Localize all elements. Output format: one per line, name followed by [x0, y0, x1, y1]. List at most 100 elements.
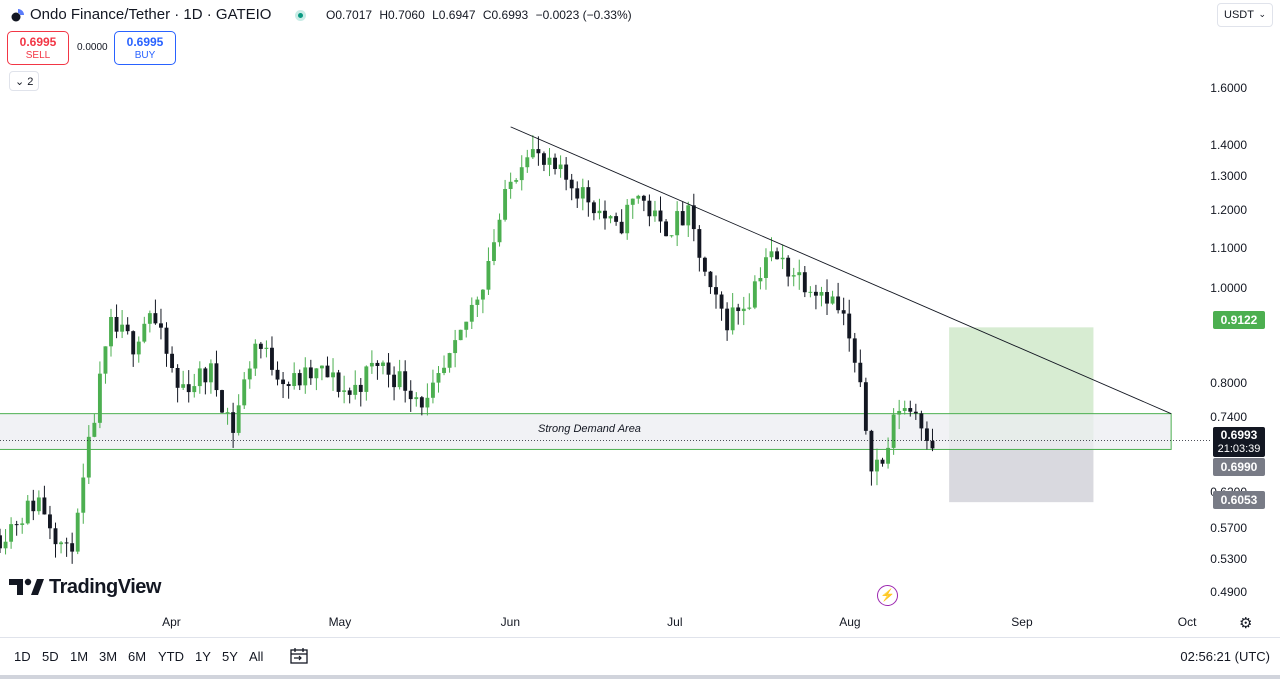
candle-body [281, 379, 286, 385]
close-price-tag: 0.6990 [1213, 458, 1265, 476]
buy-button[interactable]: 0.6995 BUY [114, 31, 176, 65]
bottom-toolbar: 1D 5D 1M 3M 6M YTD 1Y 5Y All 02:56:21 (U… [0, 637, 1280, 679]
candle-body [64, 542, 69, 544]
candle-body [930, 440, 935, 449]
symbol-title[interactable]: Ondo Finance/Tether · 1D · GATEIO [30, 6, 272, 23]
candle-body [42, 497, 47, 515]
range-1d-button[interactable]: 1D [14, 649, 31, 664]
candle-body [453, 340, 458, 354]
range-1y-button[interactable]: 1Y [195, 649, 211, 664]
tradingview-logo-icon [9, 578, 44, 595]
candle-body [869, 430, 874, 472]
indicators-count: 2 [27, 76, 34, 88]
last-price-value: 0.6993 [1220, 428, 1258, 442]
resistance-trendline [510, 126, 1172, 415]
time-axis-label: Aug [839, 615, 861, 629]
candle-body [109, 316, 113, 347]
range-all-button[interactable]: All [249, 649, 264, 664]
candle-body [553, 157, 557, 170]
candle-body [780, 257, 785, 260]
candle-body [381, 362, 385, 366]
indicators-toggle-button[interactable]: ⌄ 2 [9, 71, 39, 91]
range-1m-button[interactable]: 1M [70, 649, 89, 664]
price-chart[interactable] [0, 0, 1280, 637]
candle-body [164, 327, 169, 354]
candle-body [508, 181, 513, 189]
candle-body [70, 543, 75, 552]
calendar-range-icon[interactable] [289, 646, 309, 666]
range-ytd-button[interactable]: YTD [158, 649, 184, 664]
candle-body [630, 198, 635, 205]
gear-icon[interactable]: ⚙ [1239, 615, 1253, 632]
candle-body [342, 390, 347, 392]
utc-clock[interactable]: 02:56:21 (UTC) [1180, 649, 1270, 664]
candle-body [575, 188, 580, 199]
candle-body [847, 313, 852, 339]
ohlc-readout: O0.7017 H0.7060 L0.6947 C0.6993 −0.0023 … [326, 8, 636, 22]
candle-body [480, 289, 485, 300]
candle-body [519, 167, 524, 181]
currency-select[interactable]: USDT ⌄ [1217, 3, 1273, 27]
range-6m-button[interactable]: 6M [128, 649, 147, 664]
candle-body [625, 204, 630, 234]
candle-body [197, 368, 202, 387]
candle-body [159, 323, 163, 328]
candle-body [564, 164, 569, 180]
candle-body [430, 382, 435, 398]
candle-body [641, 195, 646, 201]
candle-body [908, 408, 913, 412]
candle-body [636, 195, 641, 199]
candle-body [825, 292, 829, 304]
candle-body [603, 210, 607, 219]
candle-body [764, 257, 768, 278]
candle-body [658, 210, 663, 222]
price-axis-label: 1.0000 [1210, 281, 1247, 296]
candle-body [375, 362, 380, 366]
candle-body [841, 310, 846, 314]
candle-body [525, 157, 530, 168]
candle-body [208, 363, 213, 383]
candle-body [558, 164, 563, 170]
candle-body [192, 386, 197, 393]
candle-body [386, 362, 391, 375]
range-5d-button[interactable]: 5D [42, 649, 59, 664]
candle-body [669, 235, 674, 237]
lightning-icon[interactable]: ⚡ [877, 585, 898, 606]
candle-body [125, 324, 130, 332]
range-3m-button[interactable]: 3M [99, 649, 118, 664]
candle-body [3, 541, 8, 549]
candle-body [458, 329, 463, 341]
candle-body [675, 211, 680, 236]
candle-body [797, 272, 802, 276]
currency-value: USDT [1224, 9, 1254, 21]
candle-body [120, 324, 125, 332]
candle-body [9, 524, 14, 542]
candle-body [686, 205, 691, 226]
range-5y-button[interactable]: 5Y [222, 649, 238, 664]
candle-body [292, 373, 297, 387]
candle-body [747, 307, 752, 309]
candle-body [913, 411, 918, 414]
candle-body [336, 372, 341, 392]
candle-body [253, 343, 258, 369]
open-value: O0.7017 [326, 8, 373, 22]
candle-body [664, 221, 668, 237]
candle-body [258, 343, 263, 349]
chevron-down-icon: ⌄ [1258, 9, 1266, 19]
candle-body [725, 308, 730, 331]
candle-body [919, 413, 924, 429]
candle-body [403, 371, 408, 391]
candle-body [303, 367, 308, 386]
candle-body [775, 251, 780, 260]
candle-body [425, 397, 430, 408]
candle-body [231, 412, 236, 433]
price-axis-label: 0.5300 [1210, 551, 1247, 566]
candle-body [580, 187, 585, 199]
candle-body [392, 374, 397, 388]
candle-body [358, 384, 363, 392]
sell-price: 0.6995 [19, 35, 57, 49]
time-axis-label: Sep [1011, 615, 1033, 629]
status-dot-icon [295, 10, 306, 21]
sell-button[interactable]: 0.6995 SELL [7, 31, 69, 65]
candle-body [131, 331, 136, 355]
